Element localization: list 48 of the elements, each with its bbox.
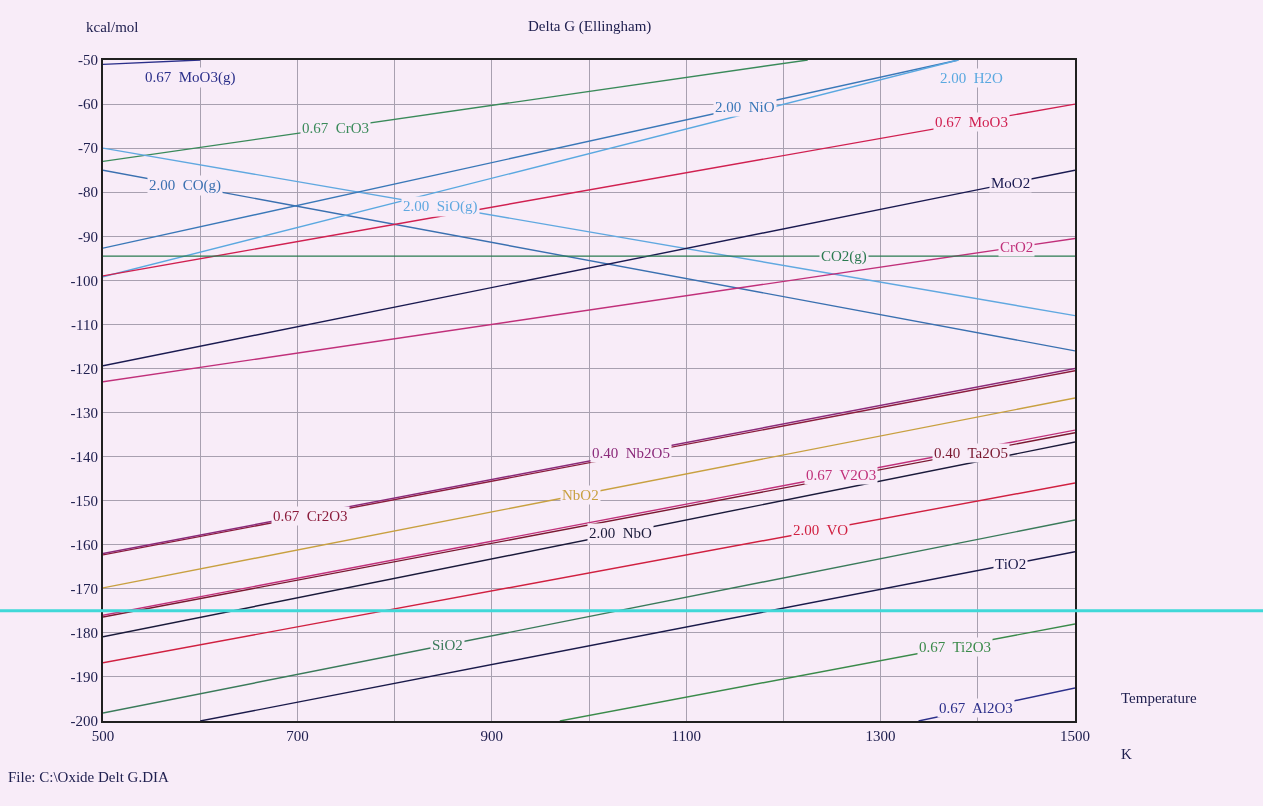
series-label: SiO2 xyxy=(432,637,463,653)
series-label: 2.00 NiO xyxy=(715,99,775,115)
series-label: CO2(g) xyxy=(821,248,867,265)
y-tick-label: -140 xyxy=(70,448,98,465)
series-label: TiO2 xyxy=(995,556,1027,572)
series-label: 0.67 Ti2O3 xyxy=(919,639,992,655)
text: K xyxy=(1121,746,1132,762)
series-label: 0.40 Ta2O5 xyxy=(934,445,1009,461)
x-tick-label: 1500 xyxy=(1060,728,1090,744)
y-tick-label: -80 xyxy=(78,184,98,201)
x-tick-label: 900 xyxy=(480,728,504,744)
series-label: 0.40 Nb2O5 xyxy=(592,445,670,461)
series-label: 2.00 NbO xyxy=(589,525,653,541)
y-tick-label: -170 xyxy=(70,581,98,598)
y-tick-label: -110 xyxy=(71,316,98,333)
x-tick-label: 700 xyxy=(286,728,309,744)
x-axis-title: Temperature xyxy=(1121,690,1197,706)
series-label: 0.67 MoO3 xyxy=(935,114,1008,130)
series-label: 2.00 CO(g) xyxy=(149,177,222,194)
text: File: C:\Oxide Delt G.DIA xyxy=(8,769,169,785)
series-label: 2.00 H2O xyxy=(940,70,1004,86)
y-tick-label: -120 xyxy=(70,360,98,377)
x-tick-label: 500 xyxy=(91,728,115,744)
y-tick-label: -150 xyxy=(70,492,98,509)
series-label: 0.67 Cr2O3 xyxy=(273,508,348,524)
y-axis-title: kcal/mol xyxy=(86,19,139,35)
series-label: CrO2 xyxy=(1000,239,1034,255)
y-tick-label: -90 xyxy=(78,228,98,245)
series-label: 2.00 SiO(g) xyxy=(403,198,478,215)
x-tick-label: 1300 xyxy=(865,728,896,744)
y-tick-label: -60 xyxy=(78,96,98,113)
x-tick-label: 1100 xyxy=(671,728,701,744)
y-tick-label: -130 xyxy=(70,404,98,421)
series-label: 0.67 Al2O3 xyxy=(939,700,1013,716)
y-tick-label: -100 xyxy=(70,272,98,289)
y-tick-label: -180 xyxy=(70,625,98,642)
series-label: MoO2 xyxy=(991,175,1031,191)
chart-title: Delta G (Ellingham) xyxy=(528,18,652,35)
y-tick-label: -50 xyxy=(78,52,98,69)
series-label: 0.67 CrO3 xyxy=(302,120,370,136)
series-label: 0.67 V2O3 xyxy=(806,467,877,483)
y-tick-label: -200 xyxy=(70,713,98,730)
series-label: 0.67 MoO3(g) xyxy=(145,69,236,86)
series-label: 2.00 VO xyxy=(793,522,849,538)
y-tick-label: -160 xyxy=(70,536,98,553)
series-label: NbO2 xyxy=(562,487,599,503)
y-tick-label: -70 xyxy=(78,140,98,157)
y-tick-label: -190 xyxy=(70,669,98,686)
